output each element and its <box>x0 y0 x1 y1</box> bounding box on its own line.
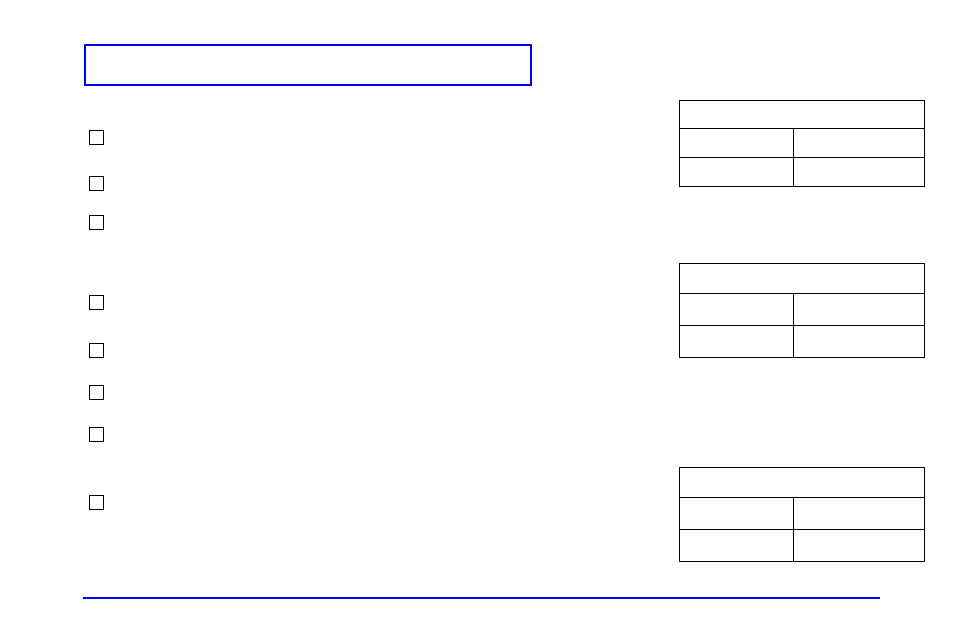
checkbox-7[interactable] <box>89 427 104 442</box>
table-row <box>680 158 925 187</box>
checkbox-1[interactable] <box>89 130 104 145</box>
checkbox-5[interactable] <box>89 343 104 358</box>
checkbox-6[interactable] <box>89 385 104 400</box>
table-cell <box>680 129 794 158</box>
table-header-row <box>680 468 925 498</box>
bottom-rule <box>83 597 880 599</box>
table-header-row <box>680 264 925 294</box>
table-row <box>680 326 925 358</box>
table-cell <box>680 498 794 530</box>
table-header-cell <box>680 101 925 129</box>
table-cell <box>794 530 925 562</box>
table-cell <box>680 294 794 326</box>
table-2 <box>679 263 925 358</box>
table-row <box>680 530 925 562</box>
page <box>0 0 954 636</box>
table-cell <box>794 129 925 158</box>
table-cell <box>794 294 925 326</box>
table-row <box>680 294 925 326</box>
table-row <box>680 498 925 530</box>
table-3 <box>679 467 925 562</box>
checkbox-4[interactable] <box>89 295 104 310</box>
table-cell <box>794 158 925 187</box>
table-row <box>680 129 925 158</box>
table-cell <box>794 326 925 358</box>
table-header-cell <box>680 264 925 294</box>
table-cell <box>680 530 794 562</box>
checkbox-3[interactable] <box>89 215 104 230</box>
checkbox-8[interactable] <box>89 495 104 510</box>
table-cell <box>680 326 794 358</box>
checkbox-2[interactable] <box>89 176 104 191</box>
table-header-row <box>680 101 925 129</box>
title-box <box>84 44 532 86</box>
table-header-cell <box>680 468 925 498</box>
table-1 <box>679 100 925 187</box>
table-cell <box>794 498 925 530</box>
table-cell <box>680 158 794 187</box>
